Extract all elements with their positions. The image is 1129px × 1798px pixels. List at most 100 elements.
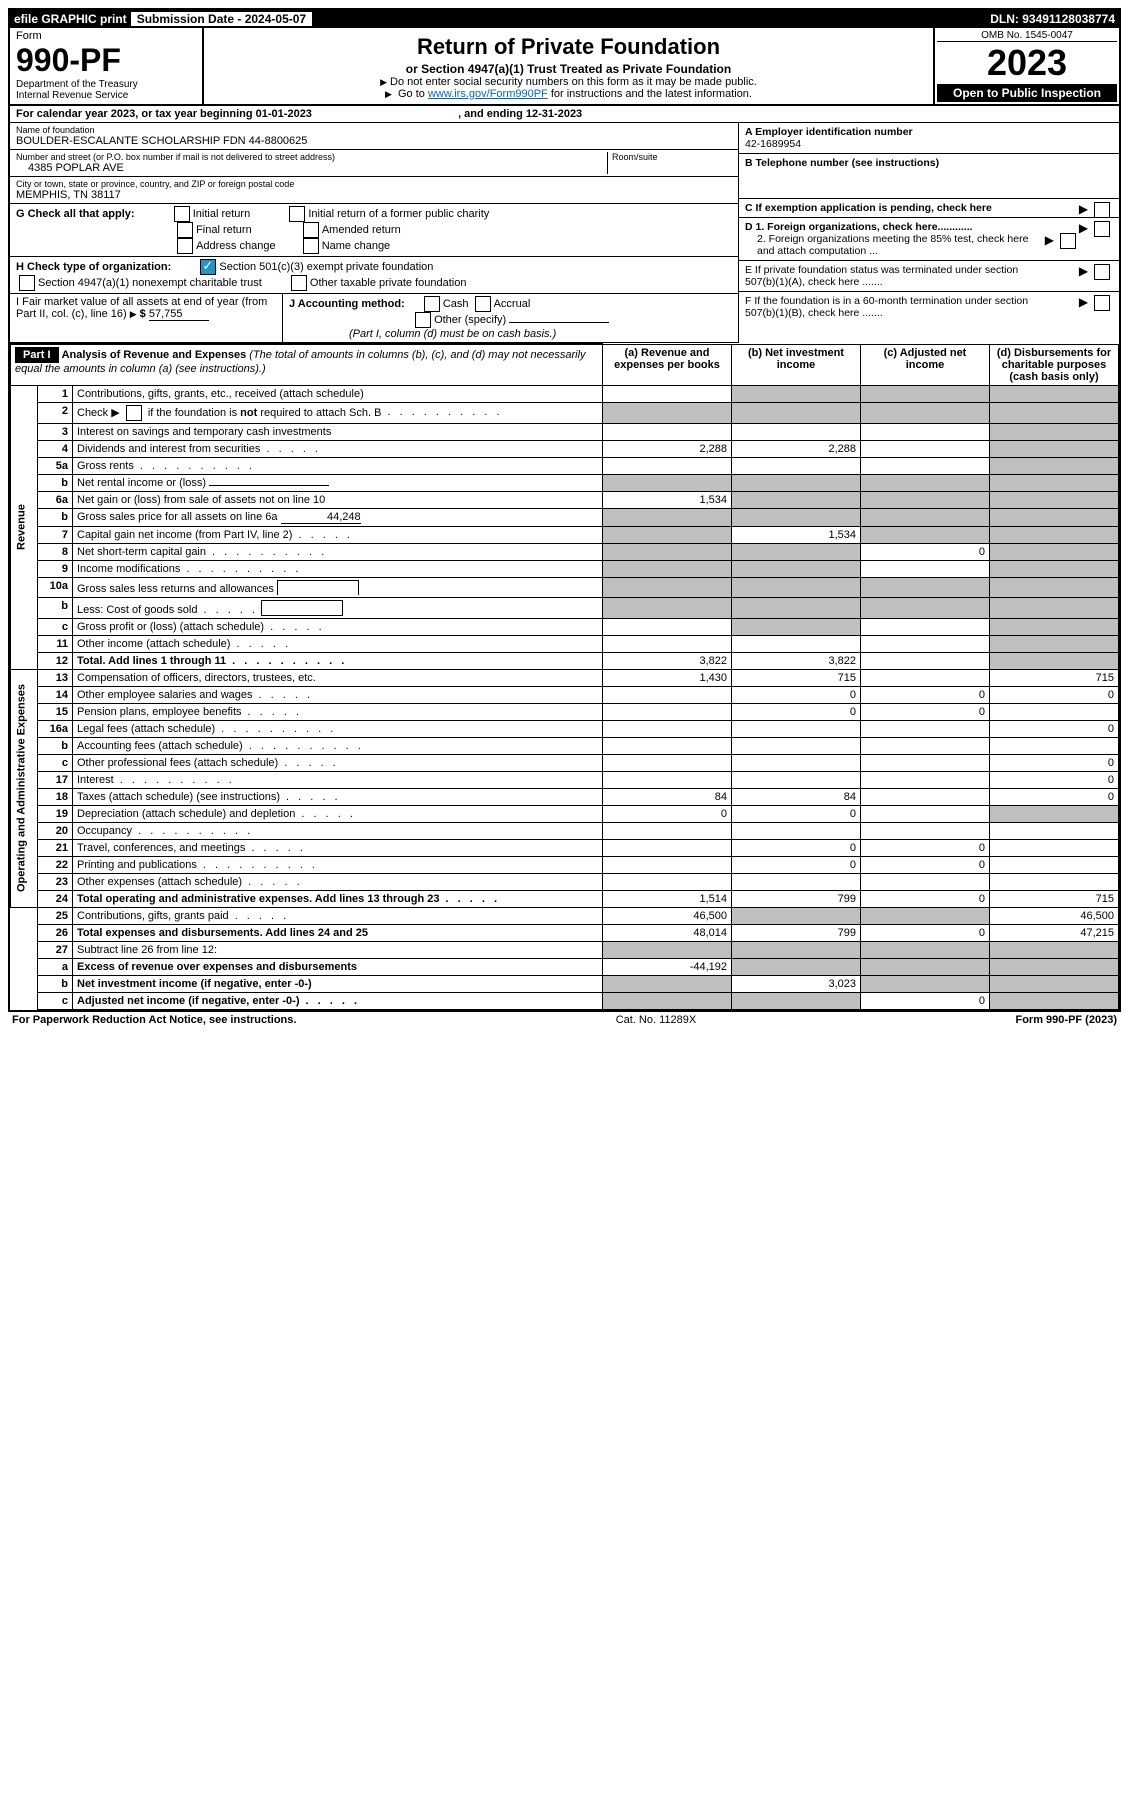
- line-15: Pension plans, employee benefits: [73, 703, 603, 720]
- line-4: Dividends and interest from securities: [73, 440, 603, 457]
- line-5b: Net rental income or (loss): [73, 474, 603, 491]
- l17d: 0: [990, 771, 1119, 788]
- checkbox-initial-return[interactable]: [174, 206, 190, 222]
- line-16a: Legal fees (attach schedule): [73, 720, 603, 737]
- line-12-no: 12: [38, 652, 73, 669]
- l7b: 1,534: [732, 526, 861, 543]
- street-address: 4385 POPLAR AVE: [16, 162, 607, 174]
- l2b: not: [240, 406, 257, 418]
- checkbox-amended[interactable]: [303, 222, 319, 238]
- form-number: 990-PF: [16, 42, 196, 79]
- l16ad: 0: [990, 720, 1119, 737]
- line-16a-no: 16a: [38, 720, 73, 737]
- checkbox-other-taxable[interactable]: [291, 275, 307, 291]
- dollar-sign: $: [140, 308, 146, 320]
- checkbox-initial-former[interactable]: [289, 206, 305, 222]
- l27cd: Adjusted net income (if negative, enter …: [77, 995, 299, 1007]
- g-label: G Check all that apply:: [16, 208, 135, 220]
- line-22: Printing and publications: [73, 856, 603, 873]
- dln: DLN: 93491128038774: [990, 12, 1115, 26]
- part1-label: Part I: [15, 347, 59, 363]
- line-13-no: 13: [38, 669, 73, 686]
- h-label: H Check type of organization:: [16, 261, 171, 273]
- name-label: Name of foundation: [16, 125, 732, 135]
- l4b: 2,288: [732, 440, 861, 457]
- checkbox-d2[interactable]: [1060, 233, 1076, 249]
- line-27b: Net investment income (if negative, ente…: [73, 975, 603, 992]
- line-23: Other expenses (attach schedule): [73, 873, 603, 890]
- line-5b-no: b: [38, 474, 73, 491]
- line-27: Subtract line 26 from line 12:: [73, 941, 603, 958]
- checkbox-501c3[interactable]: [200, 259, 216, 275]
- line-10a-no: 10a: [38, 577, 73, 597]
- checkbox-name-change[interactable]: [303, 238, 319, 254]
- revenue-side: Revenue: [11, 385, 38, 669]
- checkbox-accrual[interactable]: [475, 296, 491, 312]
- cal-mid: , and ending: [458, 108, 526, 120]
- l25a: 46,500: [603, 907, 732, 924]
- entity-grid: Name of foundation BOULDER-ESCALANTE SCH…: [10, 123, 1119, 343]
- line-21: Travel, conferences, and meetings: [73, 839, 603, 856]
- phone-label: B Telephone number (see instructions): [745, 157, 939, 169]
- line-27a: Excess of revenue over expenses and disb…: [73, 958, 603, 975]
- e-label: E If private foundation status was termi…: [745, 264, 1045, 288]
- l4d: Dividends and interest from securities: [77, 443, 321, 455]
- line-27b-no: b: [38, 975, 73, 992]
- city-state-zip: MEMPHIS, TN 38117: [16, 189, 732, 201]
- instr-1: Do not enter social security numbers on …: [208, 76, 929, 88]
- line-3-no: 3: [38, 423, 73, 440]
- line-21-no: 21: [38, 839, 73, 856]
- footer-form: 990-PF: [1046, 1014, 1082, 1026]
- line-8-no: 8: [38, 543, 73, 560]
- j-note: (Part I, column (d) must be on cash basi…: [289, 328, 556, 340]
- footer-right: Form 990-PF (2023): [1015, 1014, 1117, 1026]
- line-11: Other income (attach schedule): [73, 635, 603, 652]
- col-b: (b) Net investment income: [732, 344, 861, 385]
- line-20: Occupancy: [73, 822, 603, 839]
- l12a: 3,822: [603, 652, 732, 669]
- line-10b-no: b: [38, 597, 73, 618]
- l13a: 1,430: [603, 669, 732, 686]
- line-3: Interest on savings and temporary cash i…: [73, 423, 603, 440]
- checkbox-e[interactable]: [1094, 264, 1110, 280]
- checkbox-c[interactable]: [1094, 202, 1110, 218]
- checkbox-sch-b[interactable]: [126, 405, 142, 421]
- l22b: 0: [732, 856, 861, 873]
- l2p: Check ▶: [77, 406, 123, 418]
- checkbox-address-change[interactable]: [177, 238, 193, 254]
- line-2: Check ▶ if the foundation is not require…: [73, 402, 603, 423]
- line-11-no: 11: [38, 635, 73, 652]
- line-16c-no: c: [38, 754, 73, 771]
- checkbox-final-return[interactable]: [177, 222, 193, 238]
- j3: Other (specify): [434, 314, 506, 326]
- l25d: 46,500: [990, 907, 1119, 924]
- form-link[interactable]: www.irs.gov/Form990PF: [428, 88, 548, 100]
- line-12: Total. Add lines 1 through 11: [73, 652, 603, 669]
- checkbox-4947[interactable]: [19, 275, 35, 291]
- l24dd: 715: [990, 890, 1119, 907]
- footer-mid: Cat. No. 11289X: [616, 1014, 697, 1026]
- cal-end: 12-31-2023: [526, 108, 582, 120]
- checkbox-d1[interactable]: [1094, 221, 1110, 237]
- line-6b-no: b: [38, 508, 73, 526]
- l5bd: Net rental income or (loss): [77, 477, 206, 489]
- calendar-row: For calendar year 2023, or tax year begi…: [10, 106, 1119, 123]
- line-23-no: 23: [38, 873, 73, 890]
- city-label: City or town, state or province, country…: [16, 179, 732, 189]
- l6bv: 44,248: [281, 511, 361, 524]
- footer: For Paperwork Reduction Act Notice, see …: [8, 1012, 1121, 1028]
- l13b: 715: [732, 669, 861, 686]
- checkbox-other-method[interactable]: [415, 312, 431, 328]
- line-14: Other employee salaries and wages: [73, 686, 603, 703]
- l24b: 799: [732, 890, 861, 907]
- line-5a: Gross rents: [73, 457, 603, 474]
- checkbox-cash[interactable]: [424, 296, 440, 312]
- form-label: Form: [16, 30, 196, 42]
- footer-left: For Paperwork Reduction Act Notice, see …: [12, 1014, 296, 1026]
- j1: Cash: [443, 298, 469, 310]
- g1: Initial return: [193, 208, 250, 220]
- line-16b: Accounting fees (attach schedule): [73, 737, 603, 754]
- checkbox-f[interactable]: [1094, 295, 1110, 311]
- l6aa: 1,534: [603, 491, 732, 508]
- l15b: 0: [732, 703, 861, 720]
